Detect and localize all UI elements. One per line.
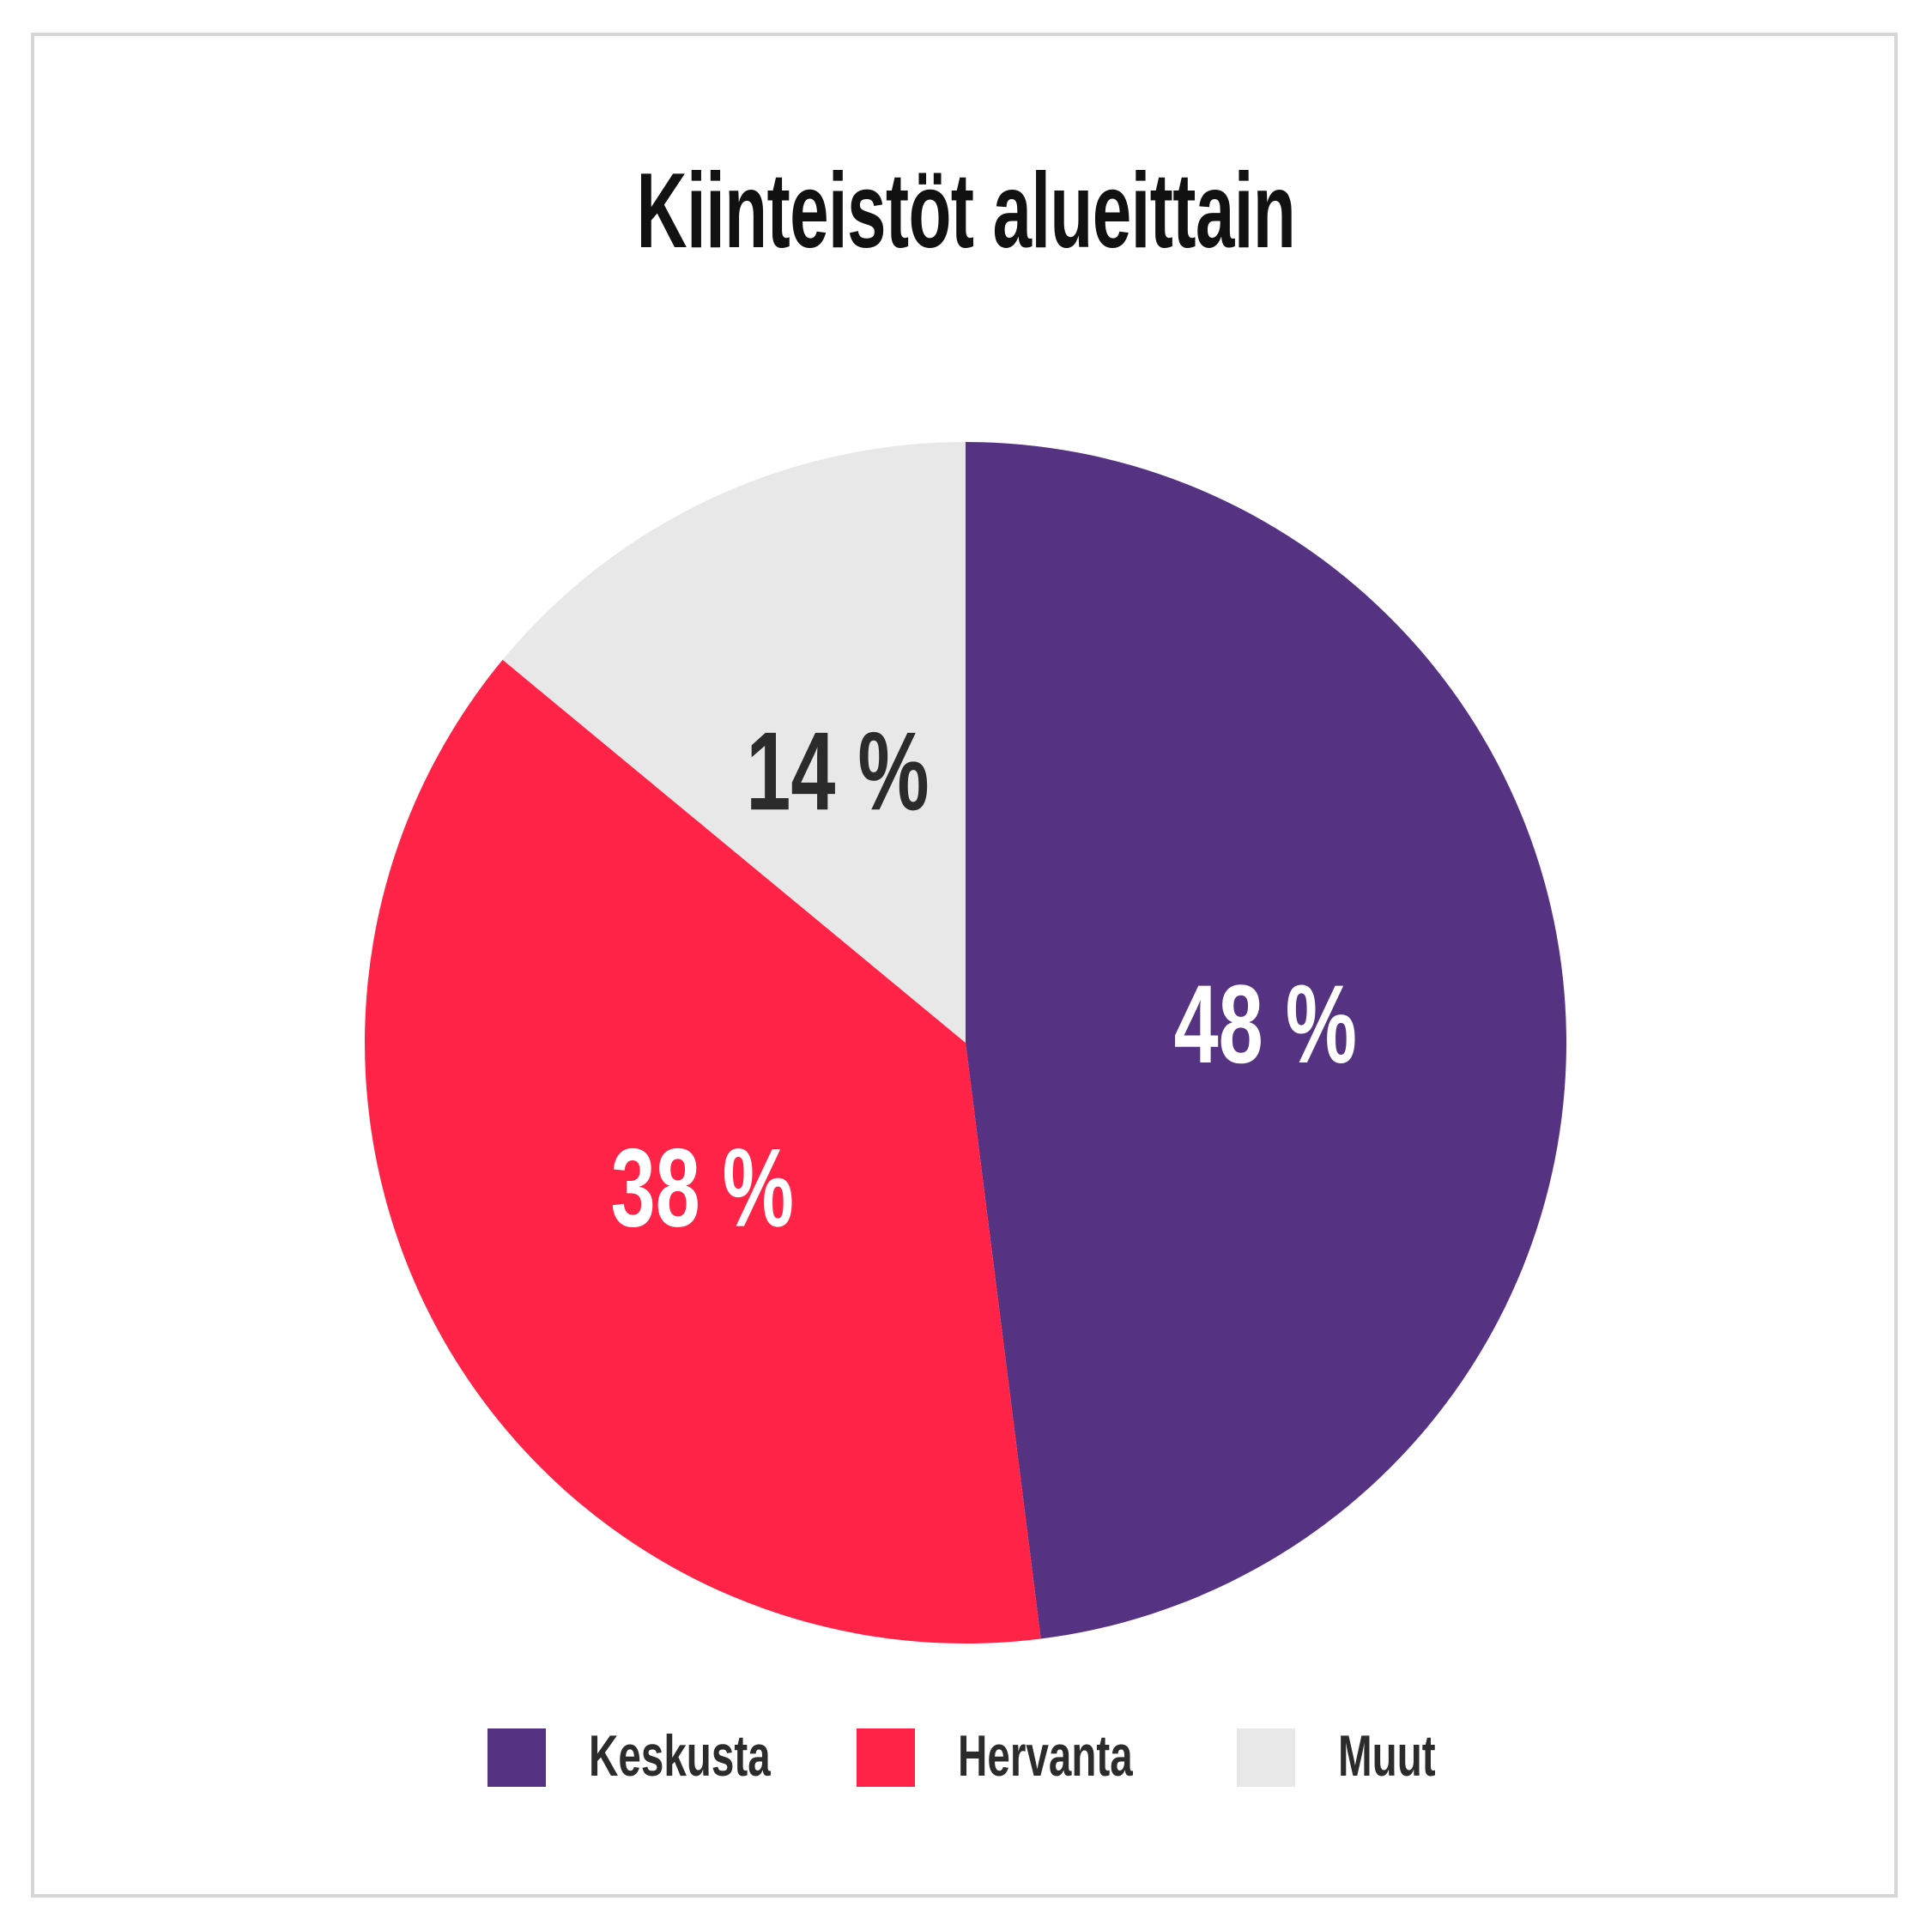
legend-label-hervanta: Hervanta	[958, 1723, 1133, 1789]
pie-label-hervanta: 38 %	[611, 1126, 794, 1251]
legend-label-muut: Muut	[1338, 1723, 1436, 1789]
pie-labels: 48 % 38 % 14 %	[611, 709, 1357, 1250]
pie-label-keskusta: 48 %	[1174, 962, 1357, 1087]
legend-swatch-hervanta	[857, 1728, 915, 1787]
pie-label-muut: 14 %	[746, 709, 929, 834]
legend-swatch-keskusta	[488, 1728, 546, 1787]
pie-slice-hervanta	[364, 659, 1041, 1644]
pie-slices	[364, 442, 1567, 1644]
legend-swatch-muut	[1237, 1728, 1295, 1787]
legend-label-keskusta: Keskusta	[589, 1723, 771, 1789]
pie-slice-muut	[502, 442, 966, 1043]
chart-title: Kiinteistöt alueittain	[636, 152, 1296, 270]
legend: Keskusta Hervanta Muut	[0, 1723, 1932, 1794]
pie-slice-keskusta	[966, 442, 1567, 1639]
